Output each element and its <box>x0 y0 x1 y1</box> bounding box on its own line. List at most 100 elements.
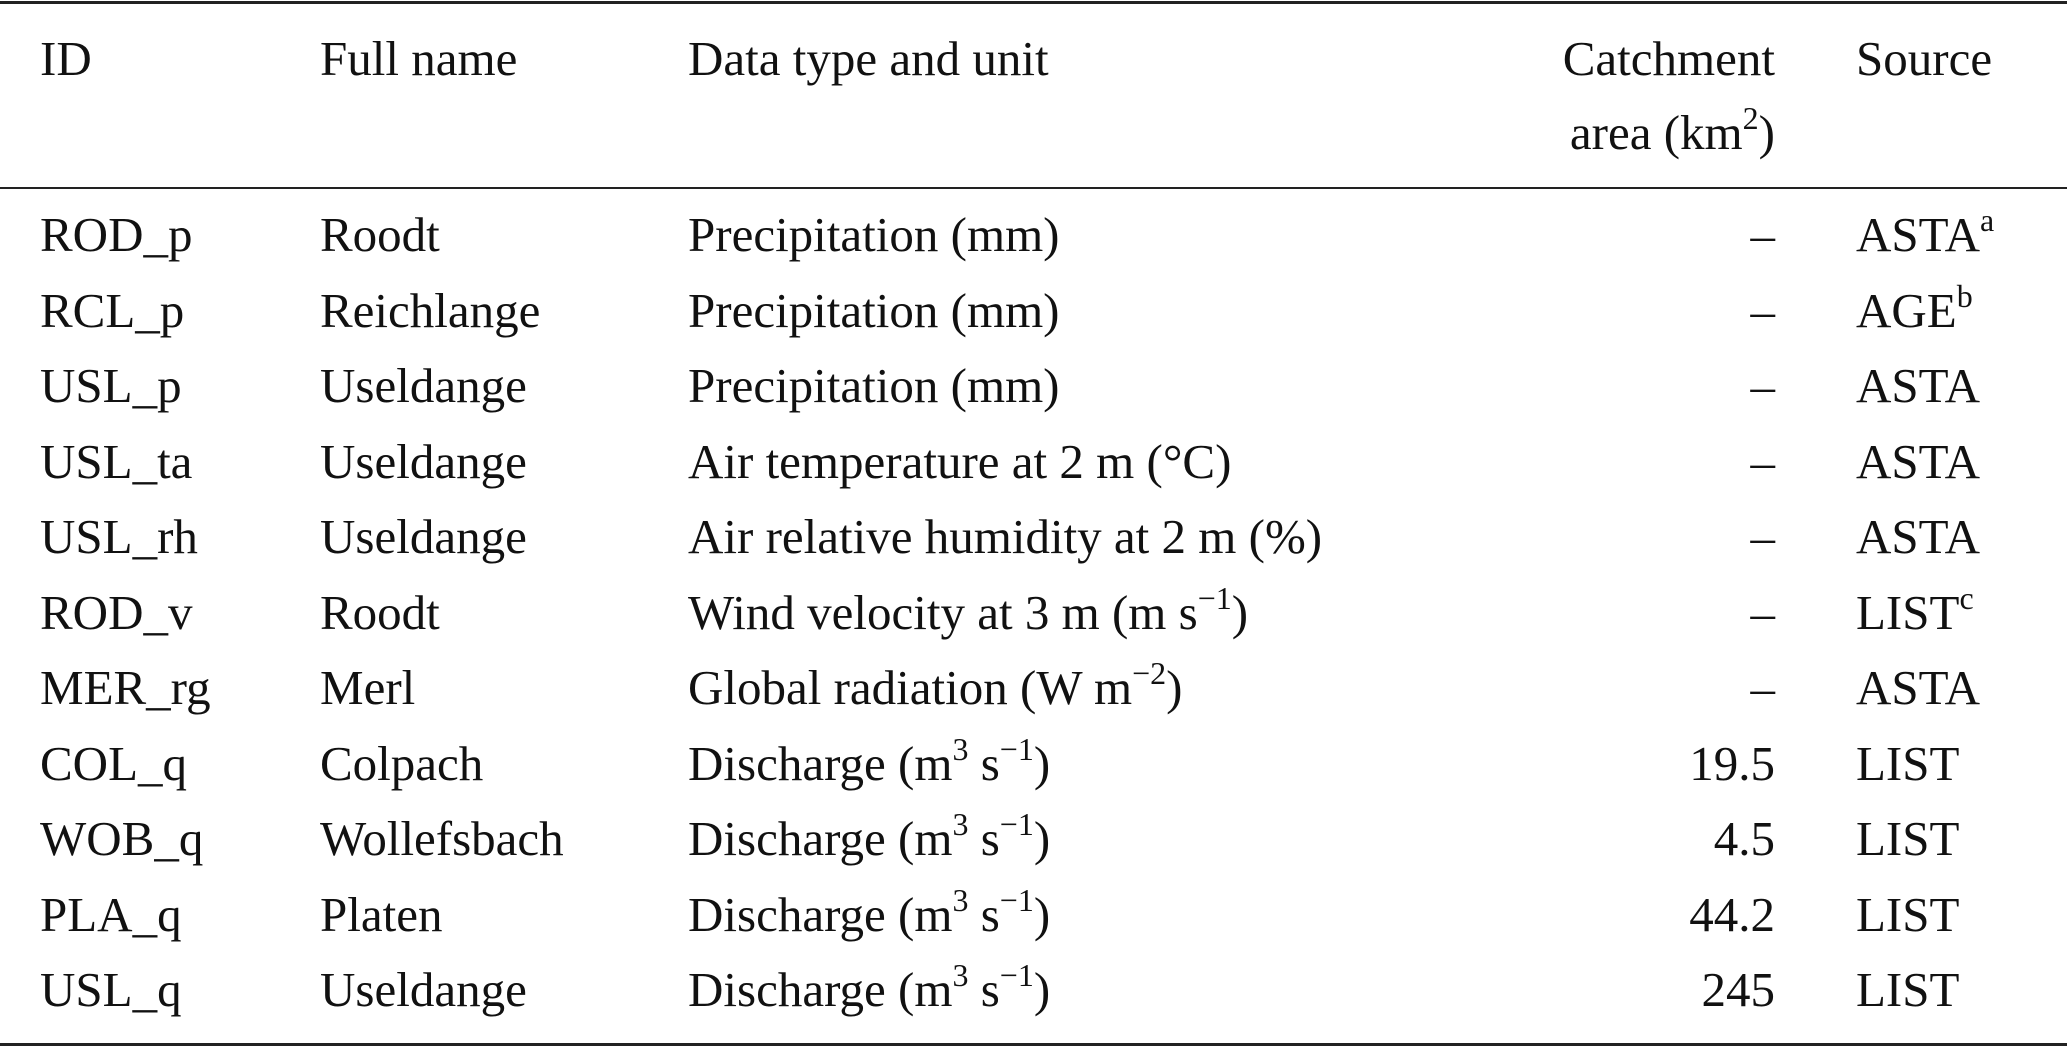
cell-catchment-area: – <box>1750 660 1776 715</box>
source-name: LIST <box>1856 886 1960 942</box>
unit-text: s <box>968 735 1000 791</box>
unit-text: Wind velocity at 3 m (m s <box>688 584 1198 640</box>
cell-data-type: Discharge (m3 s−1) <box>688 801 1050 876</box>
cell-full-name: Merl <box>320 660 416 715</box>
cell-full-name: Roodt <box>320 207 440 262</box>
cell-source: ASTAa <box>1856 197 1994 272</box>
cell-source: ASTA <box>1856 650 1980 725</box>
cell-id: ROD_p <box>40 207 193 262</box>
unit-text: ) <box>1166 660 1183 715</box>
source-name: ASTA <box>1856 509 1981 564</box>
cell-catchment-area: – <box>1750 358 1776 413</box>
cell-catchment-area: – <box>1750 282 1776 338</box>
header-data-type: Data type and unit <box>688 31 1049 86</box>
header-area-line2: area (km2) <box>1563 96 1775 170</box>
cell-catchment-area: – <box>1750 433 1776 489</box>
cell-full-name: Colpach <box>320 735 484 791</box>
source-footnote-mark: c <box>1959 579 1974 616</box>
cell-source: LIST <box>1856 877 1959 952</box>
cell-full-name: Wollefsbach <box>320 811 564 866</box>
unit-text: Precipitation (mm) <box>688 358 1060 413</box>
unit-text: s <box>968 811 1000 866</box>
unit-text: s <box>968 886 1000 942</box>
unit-text: ) <box>1033 735 1051 791</box>
unit-text: Precipitation (mm) <box>688 282 1060 338</box>
unit-text: Discharge (m <box>688 811 953 866</box>
cell-id: WOB_q <box>40 811 204 866</box>
unit-superscript: −1 <box>999 881 1034 918</box>
cell-data-type: Discharge (m3 s−1) <box>688 877 1050 952</box>
cell-source: LISTc <box>1856 575 1974 650</box>
cell-id: MER_rg <box>40 660 211 715</box>
cell-source: LIST <box>1856 726 1959 801</box>
source-name: LIST <box>1856 735 1960 791</box>
cell-source: ASTA <box>1856 348 1980 423</box>
cell-id: ROD_v <box>40 584 193 640</box>
cell-id: RCL_p <box>40 282 185 338</box>
cell-data-type: Air relative humidity at 2 m (%) <box>688 499 1322 574</box>
unit-text: ) <box>1231 584 1249 640</box>
cell-data-type: Discharge (m3 s−1) <box>688 726 1050 801</box>
header-catchment-area: Catchment area (km2) <box>1563 22 1775 170</box>
table-row: PLA_q Platen Discharge (m3 s−1) 44.2 LIST <box>0 877 2067 952</box>
table-row: COL_q Colpach Discharge (m3 s−1) 19.5 LIST <box>0 726 2067 801</box>
unit-text: Precipitation (mm) <box>688 207 1060 262</box>
unit-text: s <box>968 962 1000 1017</box>
source-name: ASTA <box>1856 358 1981 413</box>
cell-full-name: Useldange <box>320 509 527 564</box>
unit-text: ) <box>1033 811 1051 866</box>
source-name: LIST <box>1856 962 1960 1017</box>
source-name: ASTA <box>1856 207 1981 262</box>
source-name: AGE <box>1856 282 1957 338</box>
unit-superscript: 3 <box>952 806 969 842</box>
unit-superscript: −2 <box>1132 655 1167 691</box>
top-rule <box>0 1 2067 4</box>
unit-text: Air relative humidity at 2 m (%) <box>688 509 1323 564</box>
table-row: ROD_v Roodt Wind velocity at 3 m (m s−1) – L… <box>0 575 2067 650</box>
unit-superscript: −1 <box>1197 579 1232 616</box>
table-row: USL_q Useldange Discharge (m3 s−1) 245 LIST <box>0 952 2067 1027</box>
cell-source: ASTA <box>1856 424 1980 499</box>
cell-catchment-area: – <box>1750 207 1776 262</box>
header-rule <box>0 187 2067 189</box>
cell-id: USL_rh <box>40 509 198 564</box>
cell-catchment-area: 19.5 <box>1689 735 1775 791</box>
unit-text: Air temperature at 2 m (°C) <box>688 433 1232 489</box>
cell-source: AGEb <box>1856 273 1973 348</box>
cell-data-type: Precipitation (mm) <box>688 273 1060 348</box>
cell-full-name: Useldange <box>320 358 527 413</box>
unit-superscript: 3 <box>952 730 969 767</box>
unit-superscript: −1 <box>999 957 1034 993</box>
cell-data-type: Air temperature at 2 m (°C) <box>688 424 1231 499</box>
cell-full-name: Reichlange <box>320 282 541 338</box>
unit-text: ) <box>1033 962 1051 1017</box>
header-area-line1: Catchment <box>1562 31 1775 86</box>
source-footnote-mark: a <box>1980 202 1995 238</box>
cell-full-name: Useldange <box>320 433 527 489</box>
unit-text: Discharge (m <box>688 962 953 1017</box>
cell-id: USL_q <box>40 962 182 1017</box>
cell-id: COL_q <box>40 735 187 791</box>
cell-source: LIST <box>1856 952 1959 1027</box>
unit-text: Discharge (m <box>688 886 953 942</box>
table-row: MER_rg Merl Global radiation (W m−2) – ASTA <box>0 650 2067 725</box>
header-area-sup: 2 <box>1742 100 1759 136</box>
cell-data-type: Wind velocity at 3 m (m s−1) <box>688 575 1248 650</box>
source-footnote-mark: b <box>1956 277 1973 314</box>
header-full-name: Full name <box>320 31 518 86</box>
cell-data-type: Global radiation (W m−2) <box>688 650 1182 725</box>
cell-source: ASTA <box>1856 499 1980 574</box>
cell-full-name: Platen <box>320 886 443 942</box>
source-name: ASTA <box>1856 660 1981 715</box>
unit-text: Global radiation (W m <box>688 660 1133 715</box>
cell-id: USL_ta <box>40 433 193 489</box>
cell-source: LIST <box>1856 801 1959 876</box>
unit-text: ) <box>1033 886 1051 942</box>
bottom-rule <box>0 1043 2067 1046</box>
source-name: ASTA <box>1856 433 1981 489</box>
cell-catchment-area: – <box>1750 584 1776 640</box>
cell-id: USL_p <box>40 358 182 413</box>
source-name: LIST <box>1856 584 1960 640</box>
unit-text: Discharge (m <box>688 735 953 791</box>
unit-superscript: −1 <box>999 730 1034 767</box>
